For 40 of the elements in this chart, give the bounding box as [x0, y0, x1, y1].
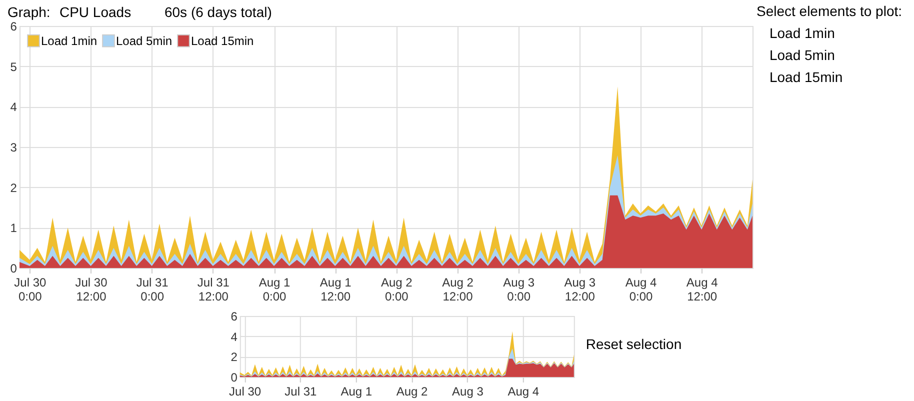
x-tick-label: Aug 2 0:00 [380, 276, 413, 304]
text: 60s (6 days total) [164, 4, 272, 20]
y-tick-label: 3 [10, 140, 18, 154]
x-tick-label: Aug 4 [508, 384, 540, 398]
x-tick-label: Aug 4 12:00 [686, 276, 718, 304]
text: Load 5min [769, 47, 835, 63]
x-tick-label: Aug 3 [452, 384, 484, 398]
x-tick-label: Aug 1 12:00 [320, 276, 352, 304]
x-tick-label: Jul 30 [229, 384, 262, 398]
legend-label: Load 5min [116, 34, 172, 48]
text: Load 1min [769, 25, 835, 41]
text: Graph: [7, 4, 50, 20]
x-tick-label: Jul 30 0:00 [14, 276, 46, 304]
y-tick-label: 5 [10, 60, 18, 74]
y-tick-label: 6 [10, 20, 18, 34]
y-tick-label: 4 [10, 100, 18, 114]
x-tick-label: Jul 31 0:00 [136, 276, 169, 304]
x-tick-label: Aug 1 0:00 [258, 276, 291, 304]
legend-label: Load 1min [41, 34, 98, 48]
x-tick-label: Jul 30 12:00 [75, 276, 108, 304]
y-tick-label: 2 [230, 350, 238, 364]
x-tick-label: Aug 3 12:00 [564, 276, 596, 304]
y-tick-label: 0 [10, 262, 18, 276]
text: Load 15min [769, 69, 843, 85]
text: Select elements to plot: [756, 3, 902, 19]
text: Reset selection [586, 336, 682, 352]
x-tick-label: Jul 31 12:00 [197, 276, 230, 304]
x-tick-label: Aug 1 [340, 384, 372, 398]
x-tick-label: Aug 2 [396, 384, 428, 398]
x-tick-label: Aug 3 0:00 [503, 276, 535, 304]
y-tick-label: 2 [10, 180, 18, 195]
legend-label: Load 15min [191, 34, 254, 48]
x-tick-label: Aug 2 12:00 [442, 276, 474, 304]
text: CPU Loads [59, 4, 132, 20]
y-tick-label: 0 [230, 370, 238, 384]
x-tick-label: Jul 31 [284, 384, 318, 398]
x-tick-label: Aug 4 0:00 [625, 276, 658, 304]
y-tick-label: 4 [230, 330, 238, 344]
y-tick-label: 1 [10, 221, 18, 236]
y-tick-label: 6 [230, 310, 238, 324]
